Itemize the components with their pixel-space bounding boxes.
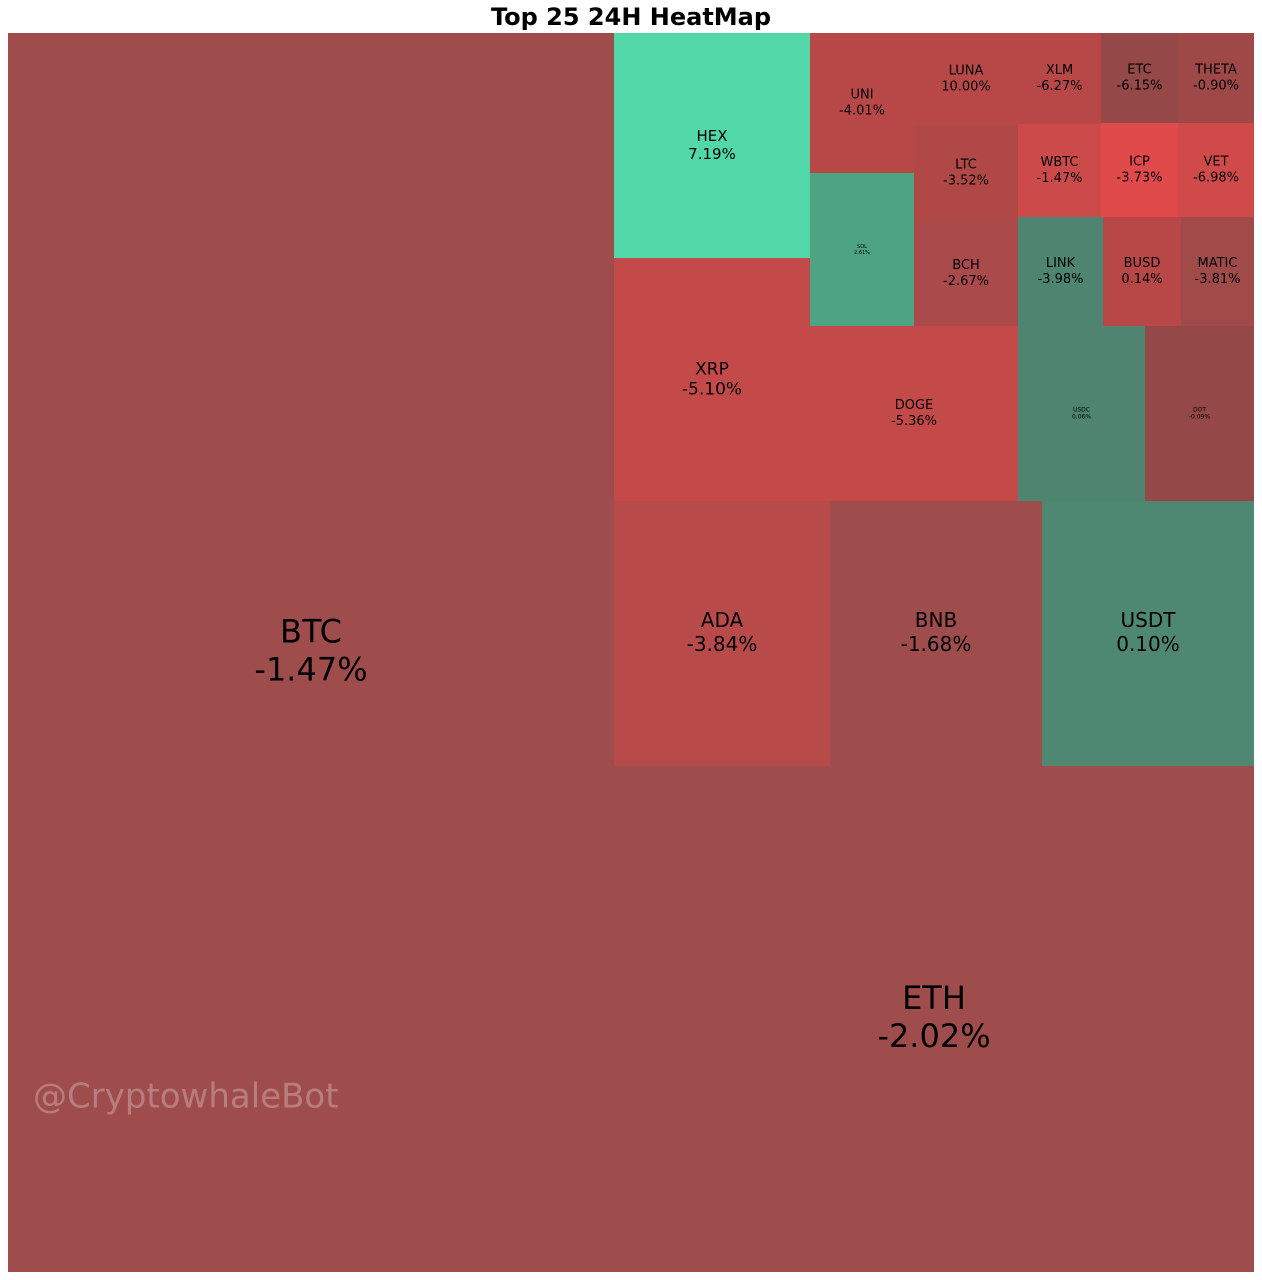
tile	[914, 221, 1018, 326]
tile-value-label: -6.27%	[1037, 79, 1083, 94]
tile	[1018, 217, 1103, 326]
tile-label: HEX	[696, 127, 727, 145]
tile-value-label: -5.36%	[891, 414, 937, 429]
tile-label: ETH	[902, 979, 966, 1017]
tile-label: ETC	[1127, 63, 1151, 78]
tile-value-label: -1.68%	[901, 632, 972, 656]
tile-value-label: 0.14%	[1121, 272, 1162, 287]
tile-label: THETA	[1194, 63, 1237, 78]
tile	[810, 33, 914, 173]
tile	[614, 258, 810, 501]
tile-value-label: -6.15%	[1117, 78, 1163, 93]
tile-label: WBTC	[1040, 155, 1078, 170]
tile-value-label: 0.10%	[1116, 632, 1180, 656]
tile-label: XRP	[695, 359, 729, 379]
tile	[1103, 217, 1181, 326]
tile-value-label: -0.90%	[1193, 78, 1239, 93]
tile-label: SOL	[857, 244, 867, 250]
tile	[1101, 33, 1178, 123]
tile-value-label: -3.52%	[943, 173, 989, 188]
tile-label: XLM	[1046, 63, 1073, 78]
tile-value-label: -3.81%	[1195, 272, 1241, 287]
tile-label: USDT	[1121, 608, 1177, 632]
tile	[1018, 124, 1101, 217]
chart-title: Top 25 24H HeatMap	[491, 3, 771, 31]
tile-label: BUSD	[1124, 256, 1161, 271]
tile-value-label: -5.10%	[682, 380, 742, 400]
tile-value-label: -3.98%	[1038, 272, 1084, 287]
tile-value-label: -4.01%	[839, 103, 885, 118]
tile	[1018, 33, 1101, 124]
tile-value-label: -0.09%	[1189, 414, 1211, 421]
tile-label: LUNA	[949, 64, 984, 79]
tile-value-label: -2.02%	[877, 1017, 990, 1055]
tile-label: MATIC	[1198, 256, 1238, 271]
tiles: BTC-1.47%ETH-2.02%HEX7.19%XRP-5.10%DOGE-…	[8, 33, 1254, 1272]
tile	[810, 326, 1018, 501]
watermark: @CryptowhaleBot	[33, 1077, 339, 1117]
tile-value-label: -2.67%	[943, 274, 989, 289]
tile	[830, 501, 1042, 766]
tile	[810, 173, 914, 326]
tile-label: ADA	[701, 608, 744, 632]
tile	[1018, 326, 1145, 501]
tile-label: VET	[1203, 155, 1228, 170]
tile-label: LTC	[955, 158, 977, 173]
tile-value-label: -6.98%	[1193, 170, 1239, 185]
tile	[914, 33, 1018, 125]
tile-label: BNB	[915, 608, 957, 632]
tile	[1178, 33, 1254, 123]
tile-value-label: -3.73%	[1117, 170, 1163, 185]
tile	[614, 33, 810, 258]
tile	[1042, 501, 1254, 766]
tile-label: DOT	[1193, 406, 1206, 413]
tile-value-label: 0.06%	[1072, 414, 1091, 421]
tile-value-label: 7.19%	[688, 145, 736, 163]
tile-label: ICP	[1129, 155, 1150, 170]
tile	[1145, 326, 1254, 501]
tile	[1101, 123, 1178, 217]
tile-value-label: -3.84%	[687, 632, 758, 656]
tile	[614, 501, 830, 766]
tile-value-label: -1.47%	[1037, 171, 1083, 186]
tile	[1181, 217, 1254, 326]
tile-label: LINK	[1046, 256, 1076, 271]
tile-label: DOGE	[895, 398, 934, 413]
tile-value-label: 2.61%	[854, 250, 870, 256]
tile	[1178, 123, 1254, 217]
tile-label: BCH	[952, 258, 980, 273]
tile-label: USDC	[1073, 406, 1090, 413]
tile-label: BTC	[280, 612, 342, 650]
tile	[914, 125, 1018, 221]
tile	[614, 766, 1254, 1272]
tile-value-label: -1.47%	[254, 651, 367, 689]
tile-value-label: 10.00%	[941, 79, 991, 94]
tile	[8, 33, 614, 1272]
tile-label: UNI	[850, 88, 873, 103]
